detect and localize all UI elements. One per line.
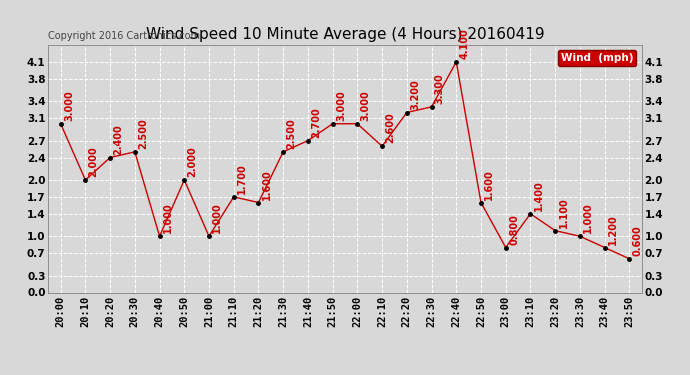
Text: 1.600: 1.600 — [484, 169, 494, 200]
Text: 0.600: 0.600 — [633, 225, 642, 256]
Text: Copyright 2016 Cartronics.com: Copyright 2016 Cartronics.com — [48, 32, 200, 41]
Text: 3.000: 3.000 — [336, 90, 346, 121]
Text: 3.000: 3.000 — [64, 90, 74, 121]
Text: 4.100: 4.100 — [460, 28, 470, 59]
Text: 1.700: 1.700 — [237, 164, 247, 194]
Text: 3.000: 3.000 — [361, 90, 371, 121]
Text: 1.000: 1.000 — [583, 203, 593, 234]
Text: 2.600: 2.600 — [386, 113, 395, 144]
Text: 1.100: 1.100 — [558, 197, 569, 228]
Text: 1.400: 1.400 — [534, 180, 544, 211]
Text: 2.500: 2.500 — [138, 118, 148, 149]
Legend: Wind  (mph): Wind (mph) — [558, 50, 636, 66]
Text: 2.500: 2.500 — [286, 118, 297, 149]
Text: 3.300: 3.300 — [435, 74, 445, 104]
Text: 1.000: 1.000 — [163, 203, 173, 234]
Text: 0.800: 0.800 — [509, 214, 519, 245]
Text: 2.000: 2.000 — [89, 147, 99, 177]
Text: 3.200: 3.200 — [410, 79, 420, 110]
Text: 1.200: 1.200 — [608, 214, 618, 245]
Title: Wind Speed 10 Minute Average (4 Hours) 20160419: Wind Speed 10 Minute Average (4 Hours) 2… — [146, 27, 544, 42]
Text: 2.700: 2.700 — [311, 107, 322, 138]
Text: 1.000: 1.000 — [213, 203, 222, 234]
Text: 1.600: 1.600 — [262, 169, 272, 200]
Text: 2.000: 2.000 — [188, 147, 197, 177]
Text: 2.400: 2.400 — [113, 124, 124, 155]
